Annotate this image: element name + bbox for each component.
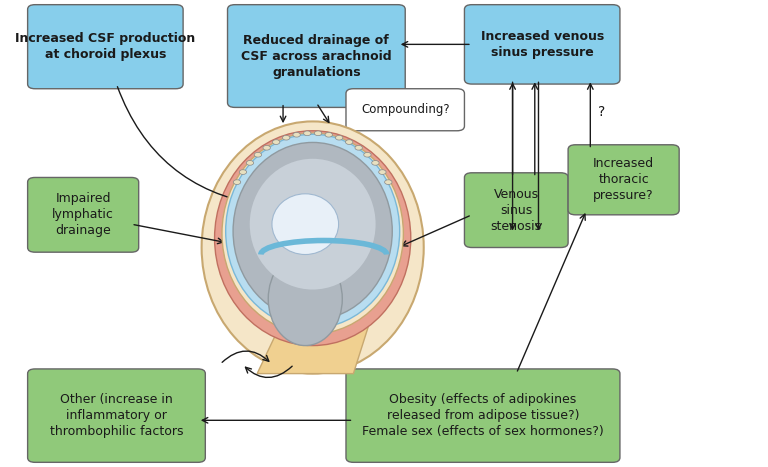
Circle shape	[355, 145, 362, 150]
Ellipse shape	[214, 131, 411, 346]
Circle shape	[364, 152, 371, 157]
Circle shape	[372, 161, 379, 165]
Text: ?: ?	[346, 194, 353, 207]
Circle shape	[379, 170, 386, 174]
FancyBboxPatch shape	[28, 177, 139, 252]
FancyBboxPatch shape	[227, 5, 406, 107]
Text: Venous
sinus
stenosis: Venous sinus stenosis	[491, 188, 542, 233]
Ellipse shape	[233, 142, 392, 320]
Circle shape	[247, 161, 253, 165]
FancyBboxPatch shape	[346, 369, 620, 462]
Circle shape	[346, 140, 353, 144]
FancyBboxPatch shape	[465, 173, 568, 248]
Text: Increased venous
sinus pressure: Increased venous sinus pressure	[481, 30, 604, 59]
Text: Compounding?: Compounding?	[361, 103, 449, 116]
Circle shape	[273, 140, 280, 144]
Text: Increased CSF production
at choroid plexus: Increased CSF production at choroid plex…	[15, 32, 196, 61]
FancyBboxPatch shape	[28, 369, 205, 462]
Text: Reduced drainage of
CSF across arachnoid
granulations: Reduced drainage of CSF across arachnoid…	[241, 34, 392, 78]
Text: Obesity (effects of adipokines
released from adipose tissue?)
Female sex (effect: Obesity (effects of adipokines released …	[362, 393, 604, 438]
Ellipse shape	[222, 133, 403, 334]
FancyBboxPatch shape	[28, 5, 183, 89]
Circle shape	[385, 180, 392, 184]
Circle shape	[240, 170, 247, 174]
Ellipse shape	[226, 134, 399, 328]
Text: ?: ?	[598, 105, 605, 119]
Text: Increased
thoracic
pressure?: Increased thoracic pressure?	[593, 157, 654, 202]
Text: Raised ICP: Raised ICP	[268, 190, 330, 203]
Circle shape	[263, 145, 270, 150]
Ellipse shape	[268, 252, 343, 346]
FancyBboxPatch shape	[346, 89, 465, 131]
FancyBboxPatch shape	[568, 145, 679, 215]
Circle shape	[254, 152, 262, 157]
Circle shape	[293, 133, 300, 137]
Text: Impaired
lymphatic
drainage: Impaired lymphatic drainage	[52, 192, 114, 237]
Circle shape	[314, 131, 322, 135]
Polygon shape	[227, 262, 368, 374]
Ellipse shape	[202, 121, 424, 374]
Circle shape	[325, 133, 333, 137]
Circle shape	[303, 131, 311, 135]
Circle shape	[233, 180, 240, 184]
Text: Other (increase in
inflammatory or
thrombophilic factors: Other (increase in inflammatory or throm…	[50, 393, 184, 438]
Ellipse shape	[272, 194, 339, 255]
Ellipse shape	[250, 159, 376, 290]
Circle shape	[283, 135, 290, 140]
FancyBboxPatch shape	[465, 5, 620, 84]
Circle shape	[336, 135, 343, 140]
